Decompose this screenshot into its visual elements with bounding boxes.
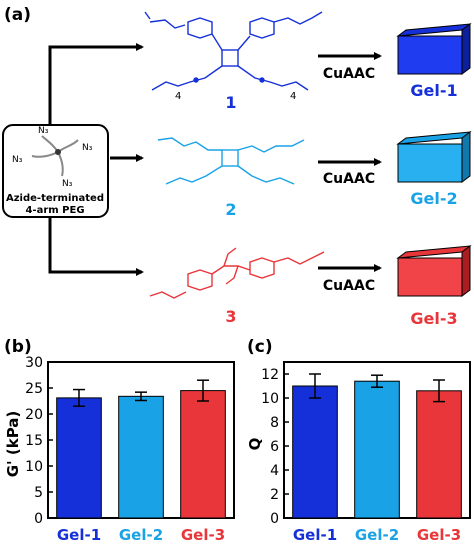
chart-c-bar-gel-2	[354, 380, 400, 519]
azide-label-4: N₃	[62, 179, 73, 189]
gel-1-label: Gel-1	[410, 81, 457, 100]
reaction-label-3: CuAAC	[323, 278, 375, 294]
arrow-to-compound-1	[48, 43, 144, 125]
compound-1-subscript-right: 4	[290, 91, 296, 102]
chart-b-ytick-label: 30	[25, 355, 43, 371]
chart-c-ytick-label: 10	[261, 391, 279, 407]
chart-c-ytick-label: 12	[261, 367, 279, 383]
panel-a: (a) N₃ N₃ N₃ N₃ Azide-terminated 4-arm P…	[2, 5, 472, 328]
chart-b-category-label: Gel-2	[119, 526, 163, 544]
chart-c-bar-gel-1	[292, 385, 338, 519]
gel-1-block	[396, 23, 472, 75]
panel-c-label: (c)	[247, 337, 273, 357]
chart-c-ytick-label: 2	[270, 487, 279, 503]
peg-box-frame	[2, 124, 109, 218]
arrow-to-compound-3	[48, 218, 144, 276]
chart-c-ytick-label: 8	[270, 415, 279, 431]
reaction-arrows	[318, 52, 382, 272]
compound-3-structure	[149, 247, 325, 299]
chart-b-bar-gel-1	[56, 397, 102, 519]
peg-box: N₃ N₃ N₃ N₃ Azide-terminated 4-arm PEG	[2, 124, 109, 218]
chart-b-category-label: Gel-3	[181, 526, 225, 544]
chart-b-bar-gel-2	[118, 395, 164, 519]
reaction-label-2: CuAAC	[323, 171, 375, 187]
chart-b: (b) G' (kPa) 0 5 10 15 20 25 30 Gel-1 Gel-2 Gel-3	[4, 337, 235, 544]
chart-c-category-label: Gel-2	[355, 526, 399, 544]
chart-c-category-label: Gel-1	[293, 526, 337, 544]
panel-a-label: (a)	[4, 5, 31, 25]
chart-c-ytick-label: 6	[270, 439, 279, 455]
compound-2-structure	[157, 137, 305, 185]
chart-b-ytick-label: 25	[25, 381, 43, 397]
chart-c-category-label: Gel-3	[417, 526, 461, 544]
chart-b-ylabel: G' (kPa)	[4, 411, 22, 478]
peg-caption-line2: 4-arm PEG	[25, 205, 84, 216]
chart-c-ytick-label: 4	[270, 463, 279, 479]
chart-b-ytick-label: 5	[34, 485, 43, 501]
panel-b-label: (b)	[4, 337, 32, 357]
branch-arrows	[48, 43, 144, 276]
chart-b-ytick-label: 20	[25, 407, 43, 423]
compound-1-number: 1	[225, 93, 236, 112]
gel-3-label: Gel-3	[410, 309, 457, 328]
compound-2-number: 2	[225, 200, 236, 219]
azide-label-3: N₃	[12, 155, 23, 165]
chart-b-category-label: Gel-1	[57, 526, 101, 544]
azide-label-1: N₃	[38, 126, 49, 136]
chart-c-ytick-label: 0	[270, 511, 279, 527]
chart-c-ylabel: Q	[246, 438, 264, 451]
azide-label-2: N₃	[82, 143, 93, 153]
peg-structure-icon	[31, 135, 79, 177]
chart-b-ytick-label: 0	[34, 511, 43, 527]
compound-1-structure	[144, 11, 323, 91]
chart-c-bar-gel-3	[416, 390, 462, 519]
chart-b-ytick-label: 10	[25, 459, 43, 475]
gel-3-block	[396, 245, 472, 297]
reaction-label-1: CuAAC	[323, 66, 375, 82]
chart-c: (c) Q 0 2 4 6 8 10 12 Gel-1 Gel-2 Gel-3	[246, 337, 471, 544]
compound-1-subscript-left: 4	[175, 91, 181, 102]
gel-2-block	[396, 131, 472, 183]
chart-b-bar-gel-3	[180, 390, 226, 519]
compound-3-number: 3	[225, 307, 236, 326]
chart-b-ytick-label: 15	[25, 433, 43, 449]
peg-caption-line1: Azide-terminated	[6, 193, 104, 204]
gel-2-label: Gel-2	[410, 189, 457, 208]
